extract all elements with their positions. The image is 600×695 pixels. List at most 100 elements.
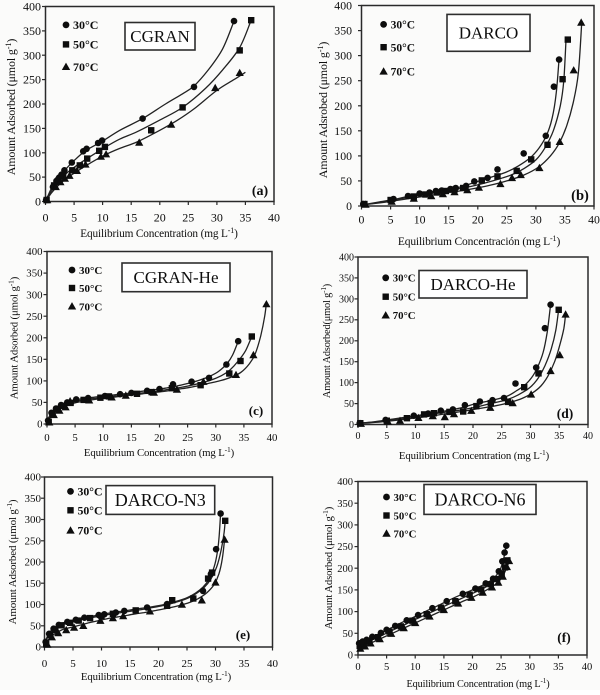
svg-text:20: 20 [153, 658, 165, 670]
svg-text:30: 30 [525, 662, 536, 673]
svg-text:35: 35 [239, 658, 251, 670]
svg-text:25: 25 [182, 658, 194, 670]
svg-text:150: 150 [334, 124, 352, 138]
svg-text:40: 40 [588, 213, 600, 227]
svg-text:350: 350 [337, 499, 353, 510]
svg-text:40: 40 [582, 662, 593, 673]
svg-text:40: 40 [583, 431, 593, 442]
svg-text:50°C: 50°C [391, 42, 415, 54]
svg-text:Equilibrium Concentration (mg: Equilibrium Concentration (mg L-1) [399, 448, 550, 463]
svg-text:CGRAN-He: CGRAN-He [134, 268, 219, 287]
svg-text:70°C: 70°C [394, 528, 417, 540]
svg-text:Amount Adsorbed (μmol g-1): Amount Adsorbed (μmol g-1) [5, 499, 20, 624]
svg-text:150: 150 [339, 357, 354, 368]
svg-text:50: 50 [344, 399, 354, 410]
svg-text:350: 350 [25, 493, 42, 505]
svg-text:10: 10 [98, 432, 109, 444]
svg-text:Equilibrium Concentration (mg: Equilibrium Concentration (mg L-1) [80, 226, 238, 241]
svg-text:10: 10 [96, 658, 108, 670]
svg-text:35: 35 [559, 213, 571, 227]
svg-text:CGRAN: CGRAN [130, 27, 190, 46]
svg-text:400: 400 [334, 0, 352, 13]
svg-text:300: 300 [26, 289, 42, 301]
svg-text:(d): (d) [557, 406, 574, 421]
svg-text:50°C: 50°C [79, 283, 102, 295]
svg-text:15: 15 [439, 431, 449, 442]
svg-text:25: 25 [501, 213, 513, 227]
svg-text:0: 0 [43, 211, 49, 225]
svg-text:DARCO-He: DARCO-He [431, 275, 516, 294]
svg-text:Amount Adsrobed (μmol g-1): Amount Adsrobed (μmol g-1) [316, 42, 331, 179]
svg-text:50: 50 [30, 621, 42, 633]
svg-text:20: 20 [468, 431, 478, 442]
svg-text:0: 0 [36, 642, 42, 654]
svg-text:30°C: 30°C [391, 20, 415, 32]
svg-text:0: 0 [348, 651, 353, 662]
svg-text:50°C: 50°C [393, 292, 416, 304]
svg-text:25: 25 [496, 662, 507, 673]
svg-text:400: 400 [339, 252, 354, 263]
svg-text:70°C: 70°C [78, 524, 103, 538]
svg-text:30: 30 [530, 213, 542, 227]
svg-text:300: 300 [339, 294, 354, 305]
svg-text:40: 40 [267, 432, 278, 444]
svg-text:20: 20 [467, 662, 478, 673]
svg-text:250: 250 [337, 542, 353, 553]
svg-text:Equilibrium Concentración (mg: Equilibrium Concentración (mg L-1) [398, 234, 561, 249]
svg-text:DARCO-N6: DARCO-N6 [434, 490, 525, 510]
svg-text:40: 40 [268, 211, 280, 225]
svg-text:70°C: 70°C [393, 310, 416, 322]
svg-text:15: 15 [125, 658, 137, 670]
svg-text:DARCO: DARCO [459, 24, 519, 43]
svg-text:200: 200 [334, 99, 352, 113]
svg-text:10: 10 [414, 213, 426, 227]
svg-text:30°C: 30°C [79, 265, 102, 277]
svg-text:10: 10 [97, 211, 109, 225]
svg-text:0: 0 [346, 199, 352, 213]
svg-text:70°C: 70°C [73, 60, 98, 74]
svg-text:30: 30 [210, 432, 221, 444]
svg-text:100: 100 [23, 146, 41, 160]
svg-text:5: 5 [71, 211, 77, 225]
svg-text:10: 10 [411, 431, 421, 442]
svg-text:15: 15 [443, 213, 455, 227]
svg-text:0: 0 [37, 419, 42, 431]
svg-text:400: 400 [23, 0, 41, 14]
svg-text:Amount Adsorbed (μmol g-1): Amount Adsorbed (μmol g-1) [4, 39, 19, 176]
svg-text:150: 150 [26, 354, 42, 366]
svg-text:25: 25 [497, 431, 507, 442]
svg-text:200: 200 [337, 564, 353, 575]
svg-text:150: 150 [25, 578, 42, 590]
svg-text:150: 150 [337, 586, 353, 597]
svg-text:350: 350 [23, 24, 41, 38]
svg-text:Amount Adsorbed (μmol g-1): Amount Adsorbed (μmol g-1) [321, 506, 336, 629]
svg-text:200: 200 [25, 557, 42, 569]
svg-text:35: 35 [239, 211, 251, 225]
svg-text:(f): (f) [557, 630, 571, 645]
svg-text:50: 50 [340, 174, 352, 188]
svg-text:300: 300 [25, 514, 42, 526]
svg-text:30: 30 [211, 211, 223, 225]
svg-text:250: 250 [339, 315, 354, 326]
svg-text:300: 300 [337, 520, 353, 531]
svg-text:300: 300 [334, 49, 352, 63]
svg-text:200: 200 [339, 336, 354, 347]
svg-text:(c): (c) [249, 403, 263, 418]
svg-text:50°C: 50°C [394, 510, 417, 522]
svg-text:350: 350 [26, 268, 42, 280]
svg-text:5: 5 [384, 431, 389, 442]
svg-text:150: 150 [23, 122, 41, 136]
svg-text:200: 200 [26, 332, 42, 344]
svg-text:20: 20 [154, 211, 166, 225]
svg-text:250: 250 [334, 74, 352, 88]
svg-text:20: 20 [154, 432, 165, 444]
svg-text:5: 5 [72, 432, 77, 444]
svg-text:15: 15 [125, 211, 137, 225]
svg-text:Amount Adsorbed(μmol g-1): Amount Adsorbed(μmol g-1) [320, 284, 333, 398]
svg-text:50: 50 [32, 397, 43, 409]
svg-text:25: 25 [182, 211, 194, 225]
svg-text:350: 350 [339, 273, 354, 284]
svg-text:400: 400 [26, 246, 42, 258]
svg-text:100: 100 [337, 607, 353, 618]
svg-text:Amount Adsorbed (μmol g-1): Amount Adsorbed (μmol g-1) [6, 276, 21, 399]
